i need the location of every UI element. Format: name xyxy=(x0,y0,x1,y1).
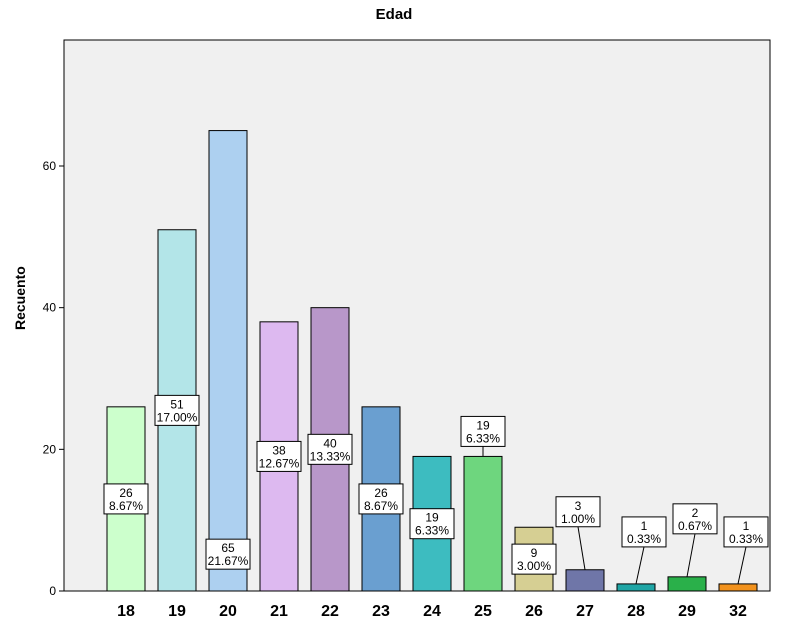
label-box xyxy=(154,394,200,426)
label-box xyxy=(621,516,667,548)
bar-27 xyxy=(565,569,605,592)
data-label-count: 26 xyxy=(374,486,388,500)
data-label-percent: 12.67% xyxy=(259,456,300,470)
data-label-percent: 21.67% xyxy=(208,554,249,568)
data-label-count: 51 xyxy=(170,397,184,411)
data-label-percent: 0.33% xyxy=(627,532,661,546)
data-label-percent: 13.33% xyxy=(310,449,351,463)
x-tick-label: 20 xyxy=(219,603,237,620)
data-label-percent: 6.33% xyxy=(466,431,500,445)
label-box xyxy=(555,496,601,528)
label-box xyxy=(460,415,506,447)
data-label-percent: 8.67% xyxy=(109,499,143,513)
x-tick-label: 18 xyxy=(117,603,135,620)
label-box xyxy=(103,483,149,515)
data-label-count: 19 xyxy=(476,418,490,432)
data-label-count: 19 xyxy=(425,511,439,525)
label-box xyxy=(672,503,718,535)
label-leader xyxy=(737,546,747,585)
bar-32 xyxy=(718,583,758,592)
y-tick-label: 0 xyxy=(49,584,56,598)
data-label-count: 1 xyxy=(641,519,648,533)
y-axis: 0 20 40 60 xyxy=(43,159,64,598)
data-label-count: 9 xyxy=(531,546,538,560)
data-label-count: 2 xyxy=(692,506,699,520)
label-box xyxy=(205,538,251,570)
label-leader xyxy=(577,526,586,570)
label-box xyxy=(256,440,302,472)
data-label-percent: 1.00% xyxy=(561,512,595,526)
data-labels: 268.67%5117.00%6521.67%3812.67%4013.33%2… xyxy=(103,394,769,585)
x-tick-label: 32 xyxy=(729,603,747,620)
x-axis: 18 19 20 21 22 23 24 25 26 27 28 29 32 xyxy=(117,603,747,620)
x-tick-label: 24 xyxy=(423,603,441,620)
data-label-percent: 3.00% xyxy=(517,559,551,573)
data-label-count: 26 xyxy=(119,486,133,500)
x-tick-label: 29 xyxy=(678,603,696,620)
data-label-percent: 8.67% xyxy=(364,499,398,513)
x-tick-label: 25 xyxy=(474,603,492,620)
bar-20 xyxy=(208,130,248,592)
data-label-percent: 6.33% xyxy=(415,524,449,538)
y-tick-label: 60 xyxy=(43,159,57,173)
data-label-percent: 0.33% xyxy=(729,532,763,546)
x-tick-label: 27 xyxy=(576,603,594,620)
x-tick-label: 19 xyxy=(168,603,186,620)
data-label-count: 1 xyxy=(743,519,750,533)
data-label-count: 40 xyxy=(323,436,337,450)
label-box xyxy=(511,543,557,575)
x-tick-label: 26 xyxy=(525,603,543,620)
data-label-count: 38 xyxy=(272,443,286,457)
label-leader xyxy=(686,533,696,577)
bar-29 xyxy=(667,576,707,592)
x-tick-label: 28 xyxy=(627,603,645,620)
x-tick-label: 22 xyxy=(321,603,339,620)
y-tick-label: 40 xyxy=(43,301,57,315)
label-box xyxy=(307,433,353,465)
data-label-count: 3 xyxy=(575,499,582,513)
x-tick-label: 23 xyxy=(372,603,390,620)
label-box xyxy=(409,508,455,540)
chart-title: Edad xyxy=(375,6,413,23)
label-box xyxy=(723,516,769,548)
label-leader xyxy=(635,546,645,585)
bar-25 xyxy=(463,455,503,592)
x-tick-label: 21 xyxy=(270,603,288,620)
data-label-count: 65 xyxy=(221,541,235,555)
label-box xyxy=(358,483,404,515)
data-label-percent: 17.00% xyxy=(157,410,198,424)
data-label-percent: 0.67% xyxy=(678,519,712,533)
bar-28 xyxy=(616,583,656,592)
y-tick-label: 20 xyxy=(43,442,57,456)
